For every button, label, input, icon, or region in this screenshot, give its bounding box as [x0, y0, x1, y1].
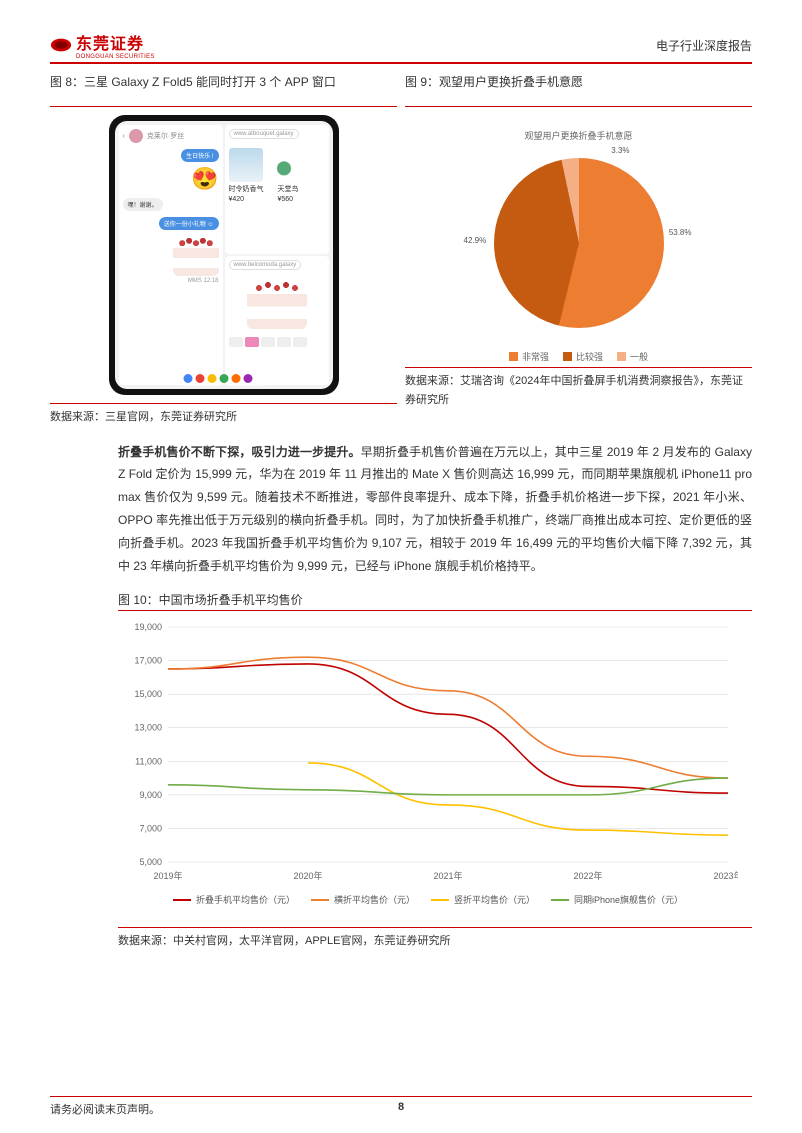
product-2-label: 天堂鸟: [278, 184, 299, 194]
figure-8-title: 图 8：三星 Galaxy Z Fold5 能同时打开 3 个 APP 窗口: [50, 70, 397, 106]
dock-app-icon: [195, 374, 204, 383]
phone-mockup: www.atbouquet.galaxy 时令奶香气 ¥420 天堂鸟: [109, 115, 339, 395]
svg-text:19,000: 19,000: [134, 622, 162, 632]
dock-app-icon: [183, 374, 192, 383]
pie-legend-item: 非常强: [509, 350, 549, 363]
line-legend-item: 横折平均售价（元）: [311, 893, 415, 906]
figure-9-source: 数据来源：艾瑞咨询《2024年中国折叠屏手机消费洞察报告》，东莞证券研究所: [405, 367, 752, 409]
app-pane-2-browser: www.belcomoda.galaxy: [225, 256, 329, 385]
figure-10-source: 数据来源：中关村官网，太平洋官网，APPLE官网，东莞证券研究所: [118, 927, 752, 948]
svg-text:15,000: 15,000: [134, 690, 162, 700]
svg-text:2020年: 2020年: [293, 870, 322, 881]
back-icon: ‹: [123, 133, 125, 140]
svg-text:13,000: 13,000: [134, 723, 162, 733]
pie-legend: 非常强 比较强 一般: [405, 350, 752, 363]
line-chart-svg: 5,000 7,000 9,000 11,000 13,000 15,000 17,000 1…: [118, 617, 738, 887]
product-thumb-flower: [267, 148, 301, 182]
line-legend-item: 竖折平均售价（元）: [431, 893, 535, 906]
svg-text:2022年: 2022年: [573, 870, 602, 881]
svg-text:5,000: 5,000: [139, 857, 162, 867]
svg-text:2019年: 2019年: [153, 870, 182, 881]
chat-avatar: [129, 129, 143, 143]
figure-10-title: 图 10：中国市场折叠手机平均售价: [118, 587, 752, 611]
brand-name: 东莞证券: [76, 30, 155, 54]
url-bar-1: www.atbouquet.galaxy: [229, 129, 299, 139]
page-header: 东莞证券 DONGGUAN SECURITIES 电子行业深度报告: [50, 30, 752, 64]
logo-icon: [50, 34, 72, 56]
svg-text:11,000: 11,000: [135, 757, 162, 767]
product-1-label: 时令奶香气: [229, 184, 264, 194]
thumbnail-strip: [229, 337, 325, 347]
chat-time: MMS 12:18: [188, 278, 219, 284]
pie-label-53: 53.8%: [669, 228, 692, 237]
phone-dock: [177, 371, 270, 386]
document-page: 东莞证券 DONGGUAN SECURITIES 电子行业深度报告 图 8：三星…: [0, 0, 802, 1133]
app-pane-1-browser: www.atbouquet.galaxy 时令奶香气 ¥420 天堂鸟: [225, 125, 329, 254]
product-2-price: ¥560: [278, 196, 299, 203]
chat-bubble-out-2: 送你一份小礼物 ☺: [159, 217, 219, 230]
figure-row-8-9: 图 8：三星 Galaxy Z Fold5 能同时打开 3 个 APP 窗口 w…: [50, 70, 752, 427]
url-bar-2: www.belcomoda.galaxy: [229, 260, 302, 270]
app-pane-chat: ‹ 克莱尔·罗丝 生日快乐 ! 😍 嘿！谢谢。 送你一份小礼物 ☺ MMS 12…: [119, 125, 223, 385]
chat-contact-name: 克莱尔·罗丝: [147, 131, 184, 141]
brand-sub: DONGGUAN SECURITIES: [76, 54, 155, 60]
page-number: 8: [398, 1101, 404, 1113]
pie-graphic: 53.8% 42.9% 3.3%: [494, 158, 664, 328]
pie-legend-item: 一般: [617, 350, 648, 363]
dock-app-icon: [207, 374, 216, 383]
dock-app-icon: [255, 374, 264, 383]
svg-text:2021年: 2021年: [433, 870, 462, 881]
emoji-heart-eyes-icon: 😍: [191, 166, 218, 192]
line-chart: 5,000 7,000 9,000 11,000 13,000 15,000 17,000 1…: [118, 617, 738, 927]
line-legend-item: 同期iPhone旗舰售价（元）: [551, 893, 683, 906]
pie-label-42: 42.9%: [464, 236, 487, 245]
chat-bubble-out-1: 生日快乐 !: [181, 149, 218, 162]
pie-legend-item: 比较强: [563, 350, 603, 363]
body-bold-lead: 折叠手机售价不断下探，吸引力进一步提升。: [118, 445, 361, 459]
chat-cake-image: [173, 236, 219, 276]
pie-chart-title: 观望用户更换折叠手机意愿: [405, 129, 752, 142]
svg-text:2023年: 2023年: [713, 870, 738, 881]
figure-8-source: 数据来源：三星官网，东莞证券研究所: [50, 403, 397, 427]
product-cake-image: [247, 279, 307, 329]
dock-app-icon: [219, 374, 228, 383]
dock-app-icon: [231, 374, 240, 383]
svg-text:9,000: 9,000: [139, 790, 162, 800]
chat-bubble-in-1: 嘿！谢谢。: [123, 198, 163, 211]
line-legend-item: 折叠手机平均售价（元）: [173, 893, 295, 906]
figure-9: 图 9：观望用户更换折叠手机意愿 观望用户更换折叠手机意愿 53.8% 42.9…: [405, 70, 752, 427]
svg-text:7,000: 7,000: [139, 824, 162, 834]
pie-chart: 观望用户更换折叠手机意愿 53.8% 42.9% 3.3% 非常强 比较强 一般: [405, 111, 752, 363]
body-paragraph: 折叠手机售价不断下探，吸引力进一步提升。早期折叠手机售价普遍在万元以上，其中三星…: [50, 427, 752, 588]
line-chart-legend: 折叠手机平均售价（元） 横折平均售价（元） 竖折平均售价（元） 同期iPhone旗舰售…: [118, 889, 738, 906]
body-main-text: 早期折叠手机售价普遍在万元以上，其中三星 2019 年 2 月发布的 Galax…: [118, 445, 752, 573]
dock-app-icon: [243, 374, 252, 383]
figure-9-title: 图 9：观望用户更换折叠手机意愿: [405, 70, 752, 106]
footer-disclaimer: 请务必阅读末页声明。: [50, 1101, 160, 1117]
brand-logo: 东莞证券 DONGGUAN SECURITIES: [50, 30, 155, 60]
page-footer: 请务必阅读末页声明。 8: [50, 1096, 752, 1117]
phone-screen: www.atbouquet.galaxy 时令奶香气 ¥420 天堂鸟: [115, 121, 333, 389]
product-1-price: ¥420: [229, 196, 264, 203]
pie-label-3: 3.3%: [611, 146, 629, 155]
product-thumb-perfume: [229, 148, 263, 182]
svg-text:17,000: 17,000: [134, 656, 162, 666]
report-type: 电子行业深度报告: [656, 37, 752, 54]
figure-8: 图 8：三星 Galaxy Z Fold5 能同时打开 3 个 APP 窗口 w…: [50, 70, 397, 427]
